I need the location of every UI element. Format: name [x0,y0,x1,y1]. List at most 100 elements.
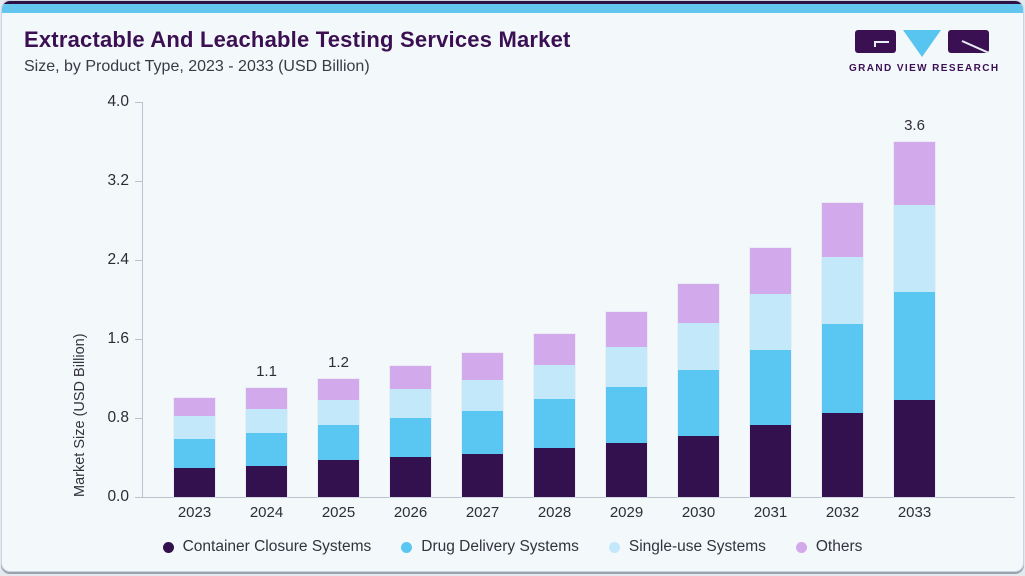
grand-view-research-logo: GRAND VIEW RESEARCH [849,30,1000,74]
legend-item-single-use-systems[interactable]: Single-use Systems [608,538,766,556]
y-tick-label-4.0: 4.0 [107,93,129,110]
y-tick-label-2.4: 2.4 [107,251,129,268]
bar-segment-2029-single-use-systems[interactable] [606,346,647,388]
stacked-bar-2024[interactable] [246,388,287,497]
bar-segment-2024-others[interactable] [246,388,287,410]
bar-segment-2032-others[interactable] [822,202,863,258]
bar-segment-2023-container-closure-systems[interactable] [174,468,215,497]
bar-segment-2033-container-closure-systems[interactable] [894,400,935,497]
legend-dot-others [795,541,807,553]
bar-segment-2028-drug-delivery-systems[interactable] [534,399,575,448]
bar-segment-2033-single-use-systems[interactable] [894,204,935,292]
stacked-bar-2031[interactable] [750,248,791,497]
chart-header: Extractable And Leachable Testing Servic… [24,27,571,76]
x-tick-label-2027: 2027 [465,504,500,521]
x-tick-label-2025: 2025 [321,504,356,521]
bar-segment-2030-container-closure-systems[interactable] [678,435,719,497]
stacked-bar-2027[interactable] [462,352,503,497]
y-tick-mark [135,417,143,419]
legend-label-single-use-systems: Single-use Systems [628,538,766,555]
legend-label-container-closure-systems: Container Closure Systems [182,538,372,555]
bar-segment-2023-drug-delivery-systems[interactable] [174,438,215,469]
y-tick-mark [135,338,143,340]
x-tick-label-2033: 2033 [897,504,932,521]
stacked-bar-2029[interactable] [606,312,647,497]
stacked-bar-2030[interactable] [678,283,719,497]
y-axis-title: Market Size (USD Billion) [72,333,88,497]
bar-segment-2025-container-closure-systems[interactable] [318,460,359,497]
page-subtitle: Size, by Product Type, 2023 - 2033 (USD … [24,58,370,75]
x-tick-label-2032: 2032 [825,504,860,521]
bar-segment-2024-drug-delivery-systems[interactable] [246,432,287,467]
stacked-bar-2028[interactable] [534,334,575,497]
x-tick-label-2029: 2029 [609,504,644,521]
logo-text: GRAND VIEW RESEARCH [849,63,1000,74]
legend-item-others[interactable]: Others [795,538,863,556]
bar-segment-2031-container-closure-systems[interactable] [750,424,791,497]
logo-r-icon [948,30,989,53]
bar-segment-2026-drug-delivery-systems[interactable] [390,418,431,457]
bar-segment-2030-others[interactable] [678,283,719,324]
legend-item-container-closure-systems[interactable]: Container Closure Systems [162,538,372,556]
stacked-bar-2025[interactable] [318,378,359,497]
bar-segment-2030-drug-delivery-systems[interactable] [678,369,719,436]
bar-segment-2032-single-use-systems[interactable] [822,257,863,325]
bar-segment-2033-drug-delivery-systems[interactable] [894,291,935,401]
x-tick-label-2030: 2030 [681,504,716,521]
bar-segment-2031-drug-delivery-systems[interactable] [750,349,791,425]
bar-segment-2025-single-use-systems[interactable] [318,400,359,425]
bar-segment-2030-single-use-systems[interactable] [678,323,719,370]
x-tick-label-2031: 2031 [753,504,788,521]
logo-v-triangle-icon [903,30,941,57]
bar-segment-2028-container-closure-systems[interactable] [534,447,575,497]
bar-segment-2026-others[interactable] [390,365,431,390]
bar-segment-2024-single-use-systems[interactable] [246,409,287,433]
bar-segment-2023-others[interactable] [174,398,215,417]
y-tick-label-0.0: 0.0 [107,488,129,505]
legend-item-drug-delivery-systems[interactable]: Drug Delivery Systems [401,538,579,556]
bar-segment-2026-single-use-systems[interactable] [390,389,431,418]
legend-label-others: Others [815,538,863,555]
bar-segment-2032-container-closure-systems[interactable] [822,413,863,497]
bar-segment-2028-single-use-systems[interactable] [534,364,575,400]
bar-segment-2027-container-closure-systems[interactable] [462,453,503,497]
bar-segment-2032-drug-delivery-systems[interactable] [822,324,863,414]
bar-segment-2024-container-closure-systems[interactable] [246,466,287,497]
legend: Container Closure Systems Drug Delivery S… [2,538,1023,556]
legend-dot-drug-delivery-systems [401,541,413,553]
bar-segment-2027-others[interactable] [462,352,503,380]
bar-total-label-2033: 3.6 [904,116,925,134]
bar-segment-2033-others[interactable] [894,141,935,205]
top-accent-line [2,1,1023,4]
stacked-bar-2032[interactable] [822,202,863,497]
bar-segment-2027-drug-delivery-systems[interactable] [462,411,503,454]
bar-total-label-2024: 1.1 [256,363,277,381]
legend-dot-container-closure-systems [162,541,174,553]
y-tick-label-1.6: 1.6 [107,330,129,347]
legend-label-drug-delivery-systems: Drug Delivery Systems [421,538,579,555]
y-tick-mark [135,101,143,103]
y-tick-mark [135,180,143,182]
stacked-bar-2026[interactable] [390,365,431,497]
bar-segment-2027-single-use-systems[interactable] [462,379,503,412]
bar-segment-2029-container-closure-systems[interactable] [606,442,647,497]
x-tick-label-2023: 2023 [177,504,212,521]
bar-segment-2025-drug-delivery-systems[interactable] [318,424,359,461]
bar-segment-2029-others[interactable] [606,312,647,347]
bar-segment-2026-container-closure-systems[interactable] [390,456,431,497]
bar-segment-2031-single-use-systems[interactable] [750,293,791,350]
bar-segment-2031-others[interactable] [750,248,791,294]
plot-area: 0.0 0.8 1.6 2.4 3.2 4.0 2023 2024 1.1 2025 1.2 2026… [107,93,1015,521]
bar-segment-2029-drug-delivery-systems[interactable] [606,387,647,443]
y-tick-mark [135,259,143,261]
bar-total-label-2025: 1.2 [328,353,349,371]
stacked-bar-2033[interactable] [894,141,935,497]
y-tick-label-3.2: 3.2 [107,172,129,189]
logo-g-icon [855,30,896,53]
bar-segment-2023-single-use-systems[interactable] [174,416,215,439]
bar-segment-2028-others[interactable] [534,334,575,365]
x-tick-label-2024: 2024 [249,504,284,521]
bar-segment-2025-others[interactable] [318,378,359,401]
stacked-bar-2023[interactable] [174,398,215,497]
